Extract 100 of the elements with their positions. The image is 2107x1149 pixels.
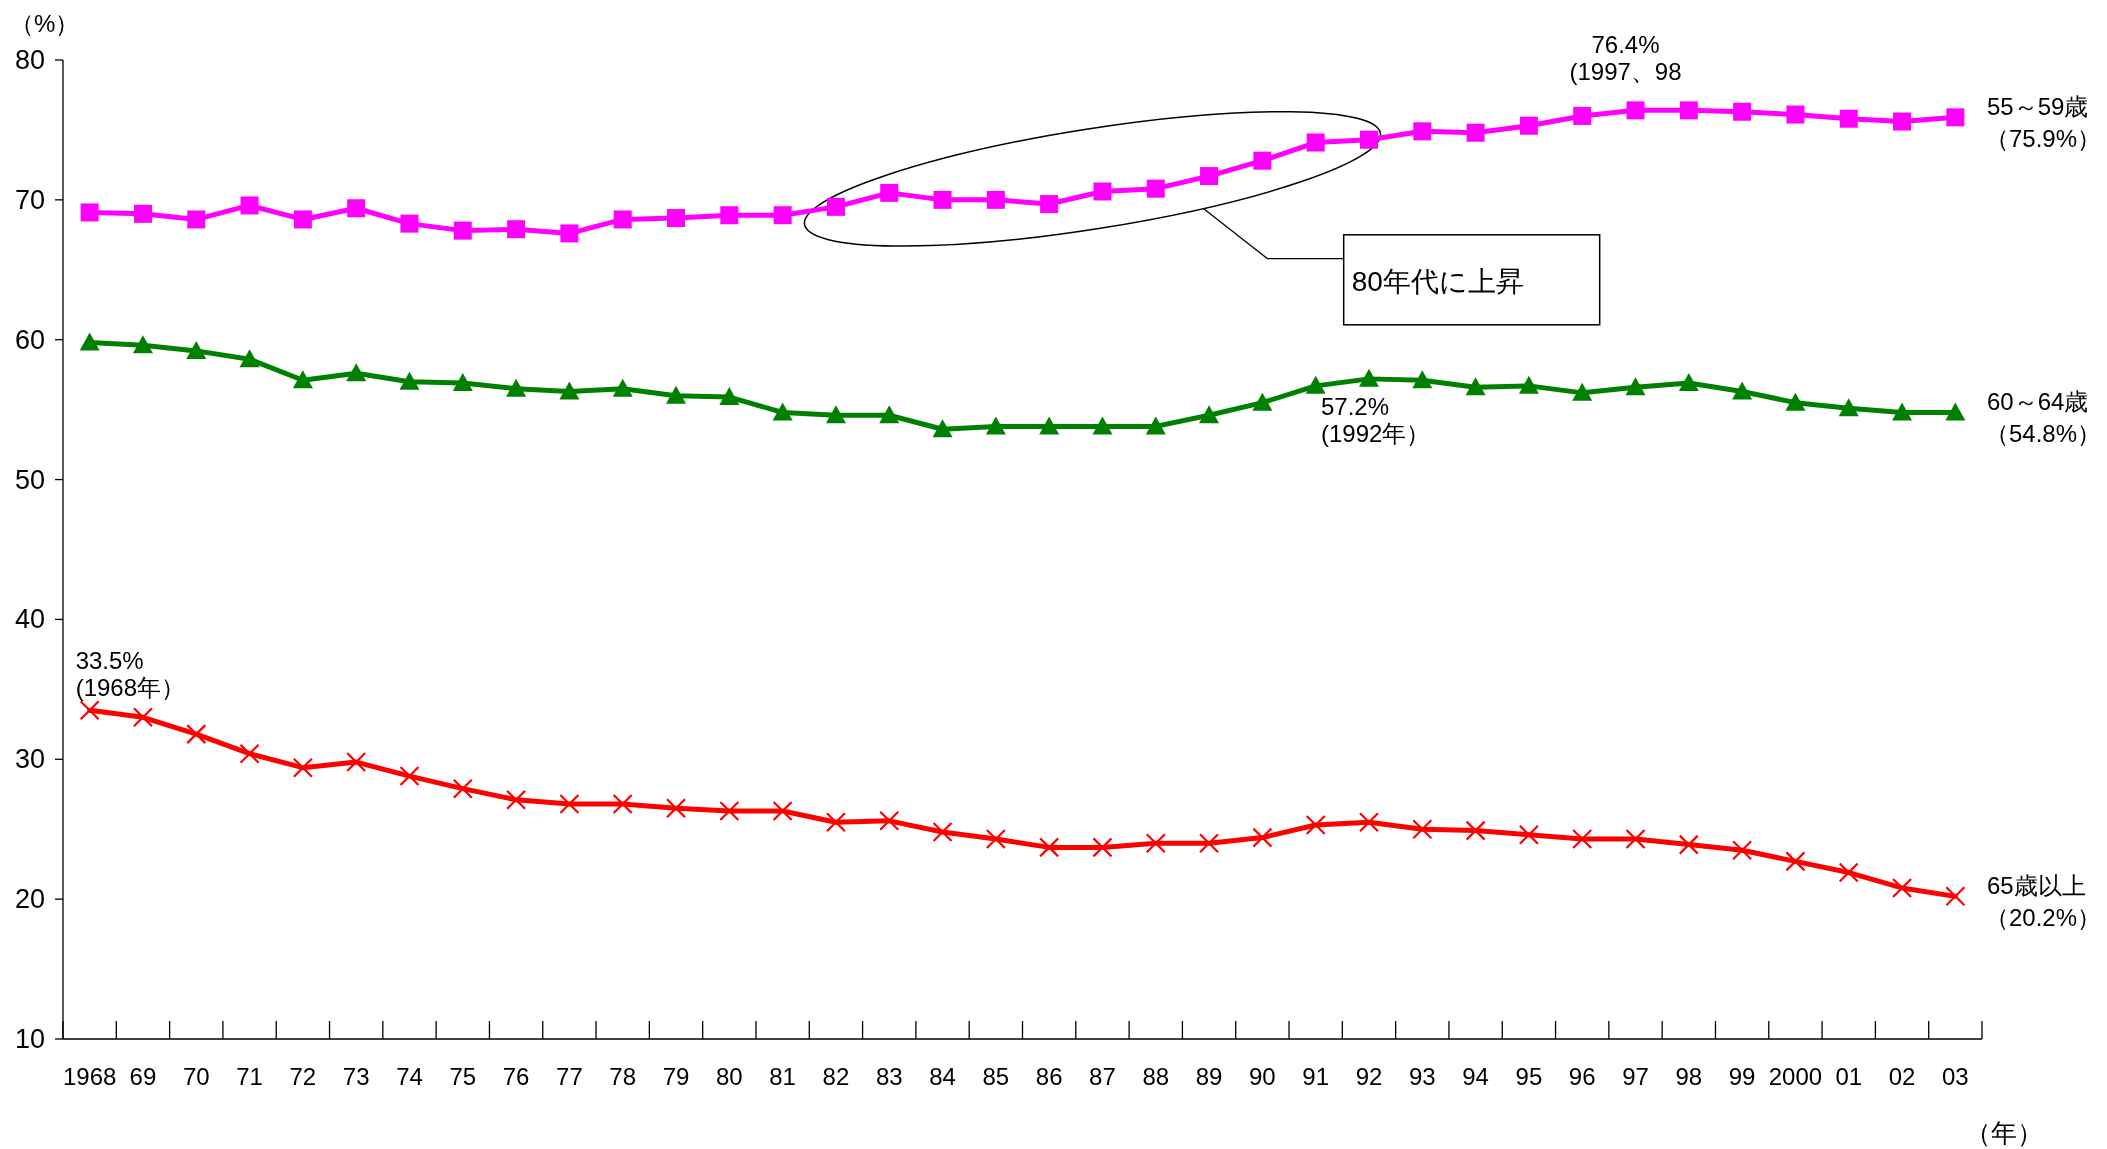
x-tick-label: 74 xyxy=(396,1063,423,1090)
point xyxy=(507,220,526,239)
point xyxy=(1893,112,1912,131)
annotation: （20.2%） xyxy=(1985,904,2102,932)
x-tick-label: 92 xyxy=(1355,1063,1383,1090)
point xyxy=(1785,851,1806,872)
x-tick-label: 73 xyxy=(342,1063,370,1090)
point xyxy=(665,798,687,819)
point xyxy=(719,387,740,406)
point xyxy=(613,210,632,229)
annotation: 80年代に上昇 xyxy=(1351,265,1524,297)
x-tick-label: 99 xyxy=(1728,1063,1756,1090)
point xyxy=(506,789,527,810)
y-tick-label: 40 xyxy=(14,604,45,635)
point xyxy=(346,751,367,773)
point xyxy=(1945,402,1966,421)
point xyxy=(719,800,740,822)
x-tick-label: 93 xyxy=(1408,1063,1436,1090)
point xyxy=(1573,106,1592,125)
point xyxy=(506,378,527,397)
x-tick-label: 76 xyxy=(502,1063,530,1090)
x-tick-label: 72 xyxy=(289,1063,317,1090)
point xyxy=(986,190,1005,209)
point xyxy=(879,810,900,831)
point xyxy=(1412,819,1433,840)
point xyxy=(1518,375,1539,394)
y-tick-label: 80 xyxy=(14,45,45,75)
point xyxy=(1039,416,1060,435)
y-tick-label: 30 xyxy=(14,744,45,775)
point xyxy=(1252,392,1273,411)
y-tick-label: 70 xyxy=(14,184,45,215)
point xyxy=(1199,405,1220,424)
x-tick-label: 82 xyxy=(822,1063,850,1090)
point xyxy=(612,793,633,815)
point xyxy=(1732,840,1753,861)
x-tick-label: 75 xyxy=(449,1063,477,1090)
point xyxy=(1572,382,1593,401)
point xyxy=(1358,812,1380,833)
point xyxy=(186,724,207,745)
x-tick-label: 1968 xyxy=(62,1063,117,1090)
annotation: （75.9%） xyxy=(1985,125,2102,153)
point xyxy=(1413,122,1432,141)
point xyxy=(399,371,420,390)
x-tick-label: 01 xyxy=(1835,1063,1863,1090)
point xyxy=(667,209,686,228)
point xyxy=(1519,116,1538,135)
point xyxy=(1678,373,1699,392)
x-tick-label: 90 xyxy=(1249,1063,1276,1090)
x-tick-label: 95 xyxy=(1515,1063,1543,1090)
x-tick-label: 2000 xyxy=(1768,1063,1823,1090)
point xyxy=(1146,179,1165,198)
point xyxy=(825,405,846,424)
point xyxy=(1679,101,1698,120)
point xyxy=(292,370,313,389)
point xyxy=(720,206,739,225)
point xyxy=(1572,828,1593,850)
annotation: （54.8%） xyxy=(1985,420,2102,448)
annotation: 33.5% (1968年） xyxy=(75,646,186,702)
point xyxy=(933,190,952,209)
x-tick-label: 83 xyxy=(875,1063,903,1090)
point xyxy=(1892,402,1913,421)
point xyxy=(1838,862,1859,883)
point xyxy=(452,373,473,392)
point xyxy=(240,196,259,215)
point xyxy=(1092,837,1113,858)
point xyxy=(825,812,847,833)
point xyxy=(452,778,473,799)
series-label: 55～59歳 xyxy=(1987,93,2089,121)
point xyxy=(1145,833,1166,854)
point xyxy=(80,203,99,222)
x-tick-label: 86 xyxy=(1035,1063,1063,1090)
x-tick-label: 88 xyxy=(1142,1063,1170,1090)
point xyxy=(400,214,419,233)
point xyxy=(1465,377,1486,396)
point xyxy=(1625,828,1646,850)
x-tick-label: 79 xyxy=(662,1063,690,1090)
point xyxy=(239,743,260,764)
point xyxy=(1518,824,1539,845)
point xyxy=(79,700,100,721)
point xyxy=(1305,814,1326,836)
y-tick-label: 60 xyxy=(14,324,45,355)
point xyxy=(1200,167,1219,186)
point xyxy=(293,210,312,229)
point xyxy=(1626,101,1645,120)
x-tick-label: 80 xyxy=(715,1063,743,1090)
point xyxy=(1040,195,1059,214)
x-tick-label: 85 xyxy=(982,1063,1010,1090)
point xyxy=(1466,123,1485,142)
point xyxy=(772,800,793,822)
x-tick-label: 87 xyxy=(1089,1063,1116,1090)
point xyxy=(132,707,154,728)
point xyxy=(239,349,260,368)
y-tick-label: 50 xyxy=(14,464,45,495)
point xyxy=(292,757,313,778)
point xyxy=(932,419,953,438)
point xyxy=(666,385,687,404)
point xyxy=(1093,182,1112,201)
point xyxy=(879,405,900,424)
point xyxy=(1678,834,1699,855)
point xyxy=(1945,886,1966,907)
